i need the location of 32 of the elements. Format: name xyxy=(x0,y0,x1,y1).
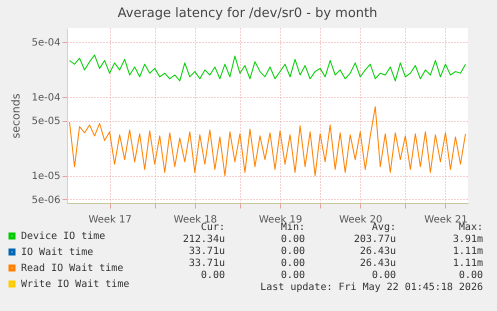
text: 1.11m xyxy=(452,246,483,258)
text: 0.00 xyxy=(280,270,305,282)
text: 33.71u xyxy=(188,246,225,258)
y-axis-title: seconds xyxy=(10,93,23,138)
y-tick-label: 1e-05 xyxy=(32,171,60,182)
text: Avg: xyxy=(372,222,396,234)
y-tick-label: 1e-04 xyxy=(32,92,60,104)
chart-title: Average latency for /dev/sr0 - by month xyxy=(118,6,378,21)
legend-label: Read IO Wait time xyxy=(21,263,124,274)
line-series xyxy=(69,54,466,82)
text: 26.43u xyxy=(360,246,396,258)
text: 212.34u xyxy=(182,234,225,246)
legend-label: IO Wait time xyxy=(21,247,94,258)
text: 0.00 xyxy=(280,258,305,270)
text: 0.00 xyxy=(372,270,396,282)
text: Last update: Fri May 22 01:45:18 2026 xyxy=(260,282,483,294)
text: 33.71u xyxy=(188,258,225,270)
text: 1.11m xyxy=(452,258,483,270)
text: 26.43u xyxy=(360,258,396,270)
text: 0.00 xyxy=(280,234,305,246)
text: 203.77u xyxy=(354,234,396,246)
x-tick-label: Week 17 xyxy=(88,214,132,226)
y-tick-label: 5e-04 xyxy=(32,37,60,48)
text: 0.00 xyxy=(200,270,225,282)
text: 0.00 xyxy=(458,270,483,282)
line-series xyxy=(69,106,466,176)
legend-label: Device IO time xyxy=(21,231,106,242)
text: 0.00 xyxy=(280,246,305,258)
y-tick-label: 5e-06 xyxy=(32,194,60,206)
y-tick-label: 5e-05 xyxy=(32,116,60,128)
legend-label: Write IO Wait time xyxy=(21,279,130,290)
text: 3.91m xyxy=(452,234,483,246)
